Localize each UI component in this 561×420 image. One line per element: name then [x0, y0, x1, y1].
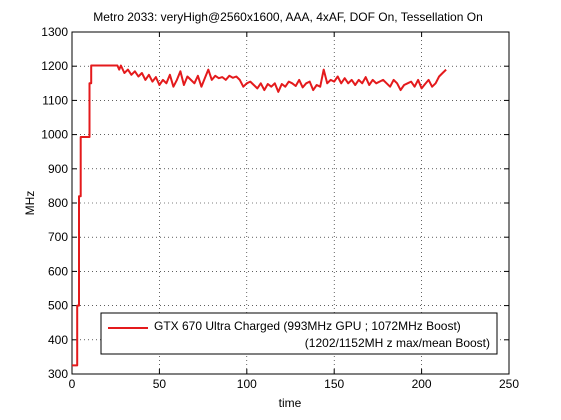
series-line [72, 64, 447, 367]
x-tick-label: 250 [499, 377, 519, 391]
y-axis-label: MHz [23, 191, 37, 216]
legend-label-line1: GTX 670 Ultra Charged (993MHz GPU ; 1072… [154, 319, 461, 333]
x-tick-label: 150 [324, 377, 344, 391]
y-tick-label: 500 [48, 299, 68, 313]
x-tick-label: 100 [237, 377, 257, 391]
y-tick-label: 900 [48, 162, 68, 176]
series-layer [72, 64, 447, 367]
ticks: 0 50 100 150 200 250 300 400 500 600 700 800 900 1000… [41, 25, 519, 391]
x-tick-label: 0 [69, 377, 76, 391]
y-tick-label: 700 [48, 230, 68, 244]
y-tick-label: 1200 [41, 59, 68, 73]
legend-label-line2: (1202/1152MH z max/mean Boost) [305, 336, 490, 350]
x-tick-label: 200 [412, 377, 432, 391]
chart-title: Metro 2033: veryHigh@2560x1600, AAA, 4xA… [93, 10, 483, 24]
legend: GTX 670 Ultra Charged (993MHz GPU ; 1072… [100, 312, 498, 355]
y-tick-label: 600 [48, 264, 68, 278]
y-tick-label: 800 [48, 196, 68, 210]
x-tick-label: 50 [153, 377, 167, 391]
y-tick-label: 300 [48, 367, 68, 381]
y-tick-label: 400 [48, 333, 68, 347]
x-axis-label: time [279, 396, 302, 410]
y-tick-label: 1100 [42, 93, 68, 107]
y-tick-label: 1300 [41, 25, 68, 39]
y-tick-label: 1000 [41, 128, 68, 142]
legend-box [100, 312, 498, 355]
